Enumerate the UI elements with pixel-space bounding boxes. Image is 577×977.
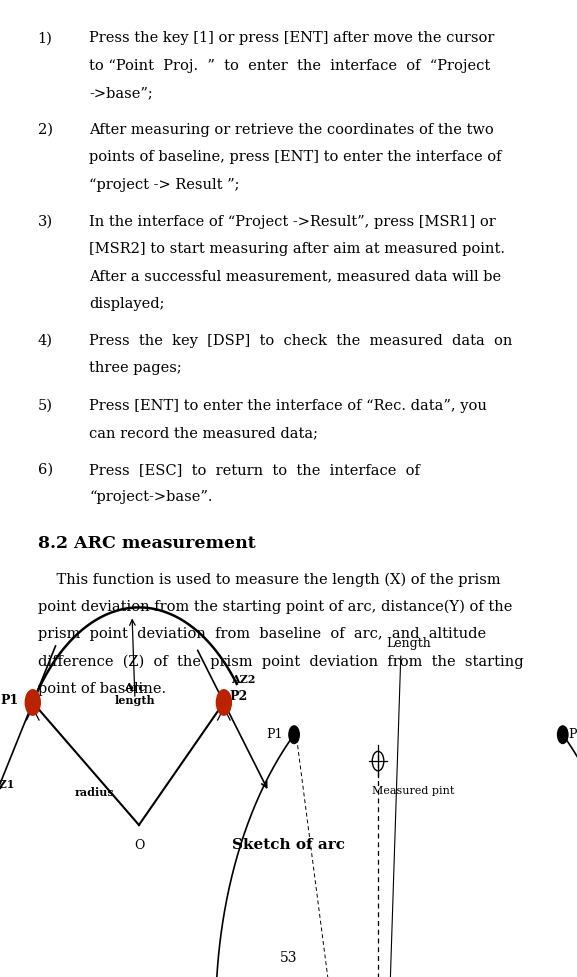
Text: 8.2 ARC measurement: 8.2 ARC measurement [38,535,255,552]
Text: P2: P2 [568,728,577,742]
Text: O: O [134,838,144,852]
Text: P1: P1 [0,694,18,707]
Text: difference  (Z)  of  the  prism  point  deviation  from  the  starting: difference (Z) of the prism point deviat… [38,655,523,669]
Text: 5): 5) [38,399,53,412]
Circle shape [289,726,299,743]
Text: “project->base”.: “project->base”. [89,490,213,504]
Text: radius: radius [74,787,114,798]
Text: “project -> Result ”;: “project -> Result ”; [89,178,240,191]
Text: AZ1: AZ1 [0,780,14,790]
Text: After measuring or retrieve the coordinates of the two: After measuring or retrieve the coordina… [89,123,494,137]
Text: prism  point  deviation  from  baseline  of  arc,  and  altitude: prism point deviation from baseline of a… [38,627,486,641]
Circle shape [557,726,568,743]
Text: can record the measured data;: can record the measured data; [89,426,319,440]
Text: 6): 6) [38,463,53,477]
Text: [MSR2] to start measuring after aim at measured point.: [MSR2] to start measuring after aim at m… [89,242,505,256]
Text: 2): 2) [38,123,53,137]
Text: to “Point  Proj.  ”  to  enter  the  interface  of  “Project: to “Point Proj. ” to enter the interface… [89,59,490,72]
Text: 3): 3) [38,215,53,229]
Text: Measured pint: Measured pint [372,786,455,795]
Text: displayed;: displayed; [89,297,165,311]
Text: Arc
length: Arc length [115,682,155,706]
Text: 53: 53 [280,952,297,965]
Text: Press the key [1] or press [ENT] after move the cursor: Press the key [1] or press [ENT] after m… [89,31,495,45]
Text: Press  the  key  [DSP]  to  check  the  measured  data  on: Press the key [DSP] to check the measure… [89,334,513,348]
Text: P1: P1 [266,728,283,742]
Circle shape [25,690,40,715]
Text: Press  [ESC]  to  return  to  the  interface  of: Press [ESC] to return to the interface o… [89,463,420,477]
Text: point deviation from the starting point of arc, distance(Y) of the: point deviation from the starting point … [38,600,512,615]
Text: After a successful measurement, measured data will be: After a successful measurement, measured… [89,270,501,283]
Text: In the interface of “Project ->Result”, press [MSR1] or: In the interface of “Project ->Result”, … [89,215,496,229]
Text: 4): 4) [38,334,53,348]
Text: AZ2: AZ2 [231,674,256,685]
Text: Sketch of arc: Sketch of arc [232,838,345,852]
Text: point of baseline.: point of baseline. [38,682,166,696]
Text: P2: P2 [230,690,248,703]
Text: three pages;: three pages; [89,361,182,375]
Text: ->base”;: ->base”; [89,86,153,100]
Text: Length: Length [387,637,431,651]
Text: This function is used to measure the length (X) of the prism: This function is used to measure the len… [38,573,500,587]
Text: Press [ENT] to enter the interface of “Rec. data”, you: Press [ENT] to enter the interface of “R… [89,399,488,412]
Circle shape [216,690,231,715]
Text: points of baseline, press [ENT] to enter the interface of: points of baseline, press [ENT] to enter… [89,150,502,164]
Text: 1): 1) [38,31,53,45]
